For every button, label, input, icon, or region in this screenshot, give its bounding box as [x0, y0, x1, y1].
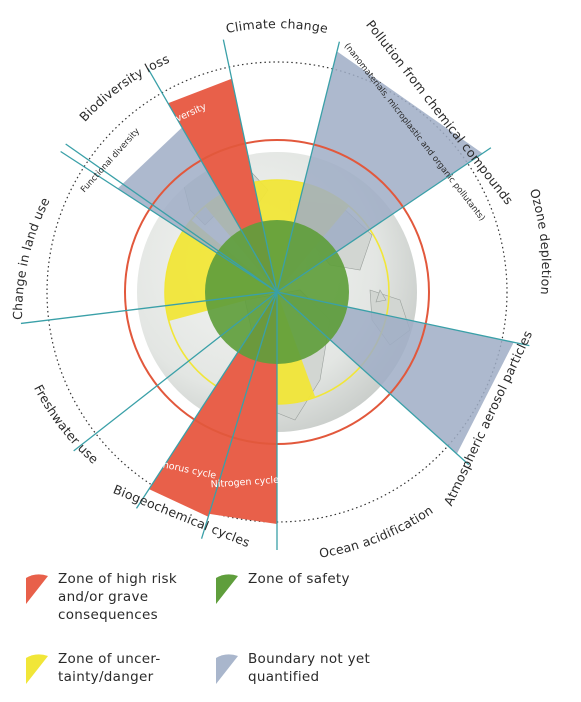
sector-divider-line: [147, 68, 278, 293]
sector-divider-line: [276, 41, 341, 293]
legend-high-risk-text: Zone of high risk and/or grave consequen…: [58, 571, 177, 623]
sector-divider-line: [200, 291, 278, 539]
yellow-wedge-icon: [26, 654, 48, 684]
sector-divider-line: [73, 291, 278, 452]
label-ozone-depletion: Ozone depletion: [527, 187, 554, 296]
not-quantified-pollution: [277, 51, 483, 292]
blue-wedge-icon: [216, 654, 238, 684]
legend-uncertainty-text: Zone of uncer- tainty/danger: [58, 651, 161, 685]
green-wedge-icon: [216, 574, 238, 604]
label-nitrogen-cycle: Nitrogen cycle: [210, 475, 279, 491]
label-freshwater-use: Freshwater use: [31, 382, 102, 467]
sector-divider-line: [20, 291, 278, 325]
label-nitrogen-group: Nitrogen cycle: [210, 475, 279, 491]
sector-divider-line: [135, 291, 278, 509]
sector-dividers: [20, 39, 530, 550]
label-ocean-acidification: Ocean acidification: [318, 502, 436, 560]
sector-divider-line: [60, 150, 278, 293]
legend-not-quantified-text: Boundary not yet quantified: [248, 651, 371, 685]
label-biodiversity-loss: Biodiversity loss: [76, 51, 171, 124]
planetary-boundaries-diagram: Climate change Ozone depletion Ocean aci…: [10, 16, 554, 560]
label-change-in-land-use: Change in land use: [10, 195, 53, 320]
sector-divider-line: [276, 147, 492, 293]
legend-item-not-quantified: Boundary not yet quantified: [212, 650, 370, 686]
sector-divider-line: [276, 291, 470, 466]
sector-divider-line: [222, 39, 278, 293]
legend-item-uncertainty: Zone of uncer- tainty/danger: [22, 650, 161, 686]
legend-item-high-risk: Zone of high risk and/or grave consequen…: [22, 570, 177, 624]
red-wedge-icon: [26, 574, 48, 604]
label-climate-change: Climate change: [225, 16, 330, 36]
sector-divider-line: [65, 143, 278, 293]
legend: Zone of high risk and/or grave consequen…: [0, 560, 581, 700]
legend-safety-text: Zone of safety: [248, 571, 350, 587]
legend-item-safety: Zone of safety: [212, 570, 350, 606]
sector-divider-line: [276, 291, 530, 347]
